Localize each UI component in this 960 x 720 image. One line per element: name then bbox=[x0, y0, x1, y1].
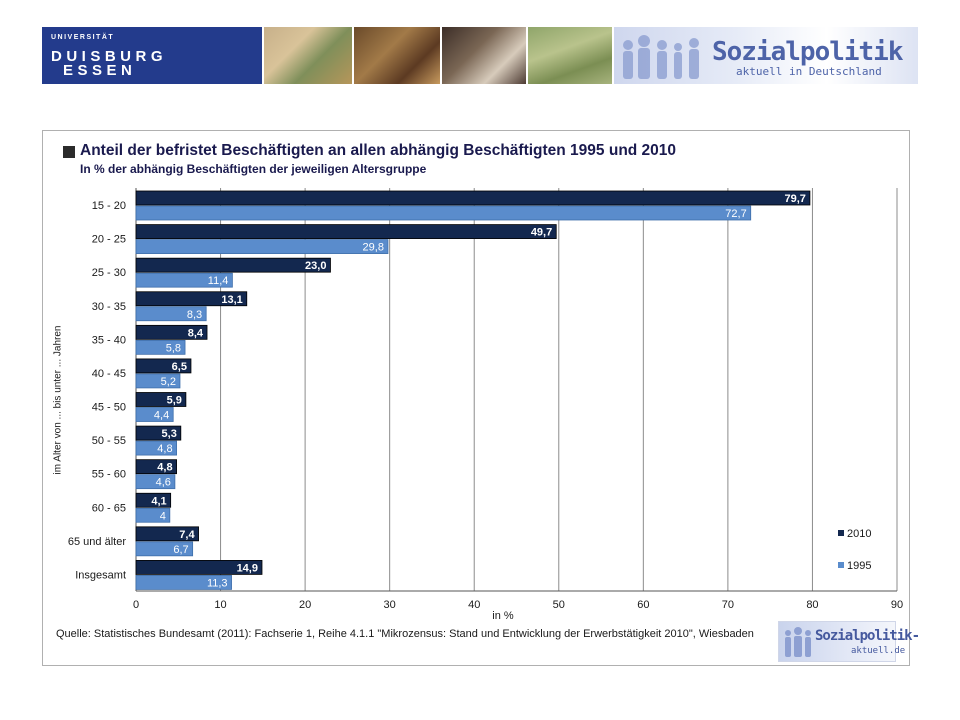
data-label-2010: 23,0 bbox=[305, 260, 326, 272]
category-label: 40 - 45 bbox=[92, 368, 126, 380]
x-tick-label: 50 bbox=[553, 599, 565, 611]
data-label-1995: 11,4 bbox=[208, 275, 229, 287]
category-label: 35 - 40 bbox=[92, 334, 126, 346]
bar-1995 bbox=[135, 339, 186, 355]
data-label-2010: 49,7 bbox=[531, 227, 552, 239]
data-label-2010: 5,3 bbox=[162, 428, 177, 440]
brand-title: Sozialpolitik bbox=[712, 37, 903, 67]
small-logo-subtitle: aktuell.de bbox=[851, 646, 906, 656]
photo-card-payment bbox=[264, 27, 352, 84]
x-tick-label: 60 bbox=[637, 599, 649, 611]
data-label-1995: 5,8 bbox=[166, 342, 181, 354]
data-label-1995: 4 bbox=[160, 510, 166, 522]
people-figures-small-icon bbox=[785, 627, 811, 657]
data-label-1995: 5,2 bbox=[161, 376, 176, 388]
category-label: 65 und älter bbox=[68, 536, 126, 548]
data-label-2010: 4,1 bbox=[151, 495, 166, 507]
bar-2010 bbox=[135, 190, 811, 206]
data-label-1995: 72,7 bbox=[725, 208, 746, 220]
sozialpolitik-small-logo: Sozialpolitik- aktuell.de bbox=[778, 621, 920, 662]
data-label-2010: 4,8 bbox=[157, 462, 172, 474]
people-figures-icon bbox=[623, 35, 699, 79]
bar-1995 bbox=[135, 507, 171, 523]
data-label-1995: 4,4 bbox=[154, 410, 169, 422]
university-line2: DUISBURG bbox=[51, 48, 168, 65]
bar-1995 bbox=[135, 440, 177, 456]
sozialpolitik-logo: Sozialpolitik aktuell in Deutschland bbox=[614, 27, 918, 84]
data-label-2010: 8,4 bbox=[188, 327, 204, 339]
chart-title: Anteil der befristet Beschäftigten an al… bbox=[80, 142, 677, 159]
data-label-1995: 11,3 bbox=[207, 577, 228, 589]
bar-2010 bbox=[135, 291, 248, 307]
university-line1: UNIVERSITÄT bbox=[51, 34, 115, 41]
x-tick-label: 30 bbox=[384, 599, 396, 611]
chart-subtitle: In % der abhängig Beschäftigten der jewe… bbox=[80, 162, 427, 176]
bar-2010 bbox=[135, 324, 208, 340]
bar-1995 bbox=[135, 205, 752, 221]
bar-2010 bbox=[135, 392, 187, 407]
category-label: 25 - 30 bbox=[92, 267, 126, 279]
category-label: 55 - 60 bbox=[92, 469, 126, 481]
data-label-1995: 6,7 bbox=[173, 544, 188, 556]
data-label-2010: 14,9 bbox=[237, 562, 258, 574]
bar-2010 bbox=[135, 224, 557, 239]
photo-elderly-couple bbox=[442, 27, 526, 84]
bar-1995 bbox=[135, 407, 174, 422]
legend-swatch-1995 bbox=[838, 562, 844, 568]
bar-2010 bbox=[135, 526, 199, 542]
source-note: Quelle: Statistisches Bundesamt (2011): … bbox=[56, 628, 754, 640]
photo-wallet bbox=[354, 27, 440, 84]
title-bullet-icon bbox=[63, 146, 75, 158]
bar-2010 bbox=[135, 257, 331, 273]
category-label: Insgesamt bbox=[75, 569, 126, 581]
x-axis-label: in % bbox=[492, 610, 514, 622]
category-label: 30 - 35 bbox=[92, 301, 126, 313]
bar-1995 bbox=[135, 541, 194, 557]
data-label-1995: 4,6 bbox=[156, 477, 171, 489]
x-tick-label: 80 bbox=[806, 599, 818, 611]
x-tick-label: 20 bbox=[299, 599, 311, 611]
legend-item-2010: 2010 bbox=[838, 528, 871, 540]
bar-2010 bbox=[135, 492, 172, 508]
data-label-2010: 5,9 bbox=[167, 395, 182, 407]
university-logo: UNIVERSITÄT DUISBURG ESSEN bbox=[42, 27, 262, 84]
data-label-1995: 8,3 bbox=[187, 309, 202, 321]
category-label: 15 - 20 bbox=[92, 200, 126, 212]
x-tick-label: 40 bbox=[468, 599, 480, 611]
data-label-2010: 13,1 bbox=[221, 294, 242, 306]
legend-item-1995: 1995 bbox=[838, 560, 871, 572]
x-tick-label: 90 bbox=[891, 599, 903, 611]
data-label-2010: 7,4 bbox=[179, 529, 195, 541]
header-banner: UNIVERSITÄT DUISBURG ESSEN Sozialpolitik… bbox=[42, 27, 918, 84]
bar-1995 bbox=[135, 306, 207, 322]
data-label-1995: 4,8 bbox=[157, 443, 172, 455]
legend-swatch-2010 bbox=[838, 530, 844, 536]
photo-walkers bbox=[528, 27, 612, 84]
bar-2010 bbox=[135, 425, 182, 441]
bar-2010 bbox=[135, 560, 263, 575]
legend-label-2010: 2010 bbox=[847, 528, 872, 540]
data-label-2010: 79,7 bbox=[784, 193, 805, 205]
bar-1995 bbox=[135, 474, 176, 490]
data-label-1995: 29,8 bbox=[363, 242, 384, 254]
brand-subtitle: aktuell in Deutschland bbox=[736, 65, 882, 78]
x-tick-label: 70 bbox=[722, 599, 734, 611]
x-tick-label: 10 bbox=[214, 599, 226, 611]
bar-2010 bbox=[135, 358, 192, 374]
bar-1995 bbox=[135, 272, 233, 288]
small-logo-title: Sozialpolitik- bbox=[815, 628, 920, 644]
university-line3: ESSEN bbox=[63, 62, 137, 79]
category-label: 20 - 25 bbox=[92, 234, 126, 246]
bar-1995 bbox=[135, 239, 389, 254]
bar-2010 bbox=[135, 459, 177, 475]
category-label: 60 - 65 bbox=[92, 502, 126, 514]
legend-label-1995: 1995 bbox=[847, 560, 872, 572]
category-label: 45 - 50 bbox=[92, 402, 126, 414]
bar-1995 bbox=[135, 373, 181, 389]
category-label: 50 - 55 bbox=[92, 435, 126, 447]
bar-1995 bbox=[135, 575, 232, 590]
x-tick-label: 0 bbox=[133, 599, 139, 611]
data-label-2010: 6,5 bbox=[172, 361, 187, 373]
